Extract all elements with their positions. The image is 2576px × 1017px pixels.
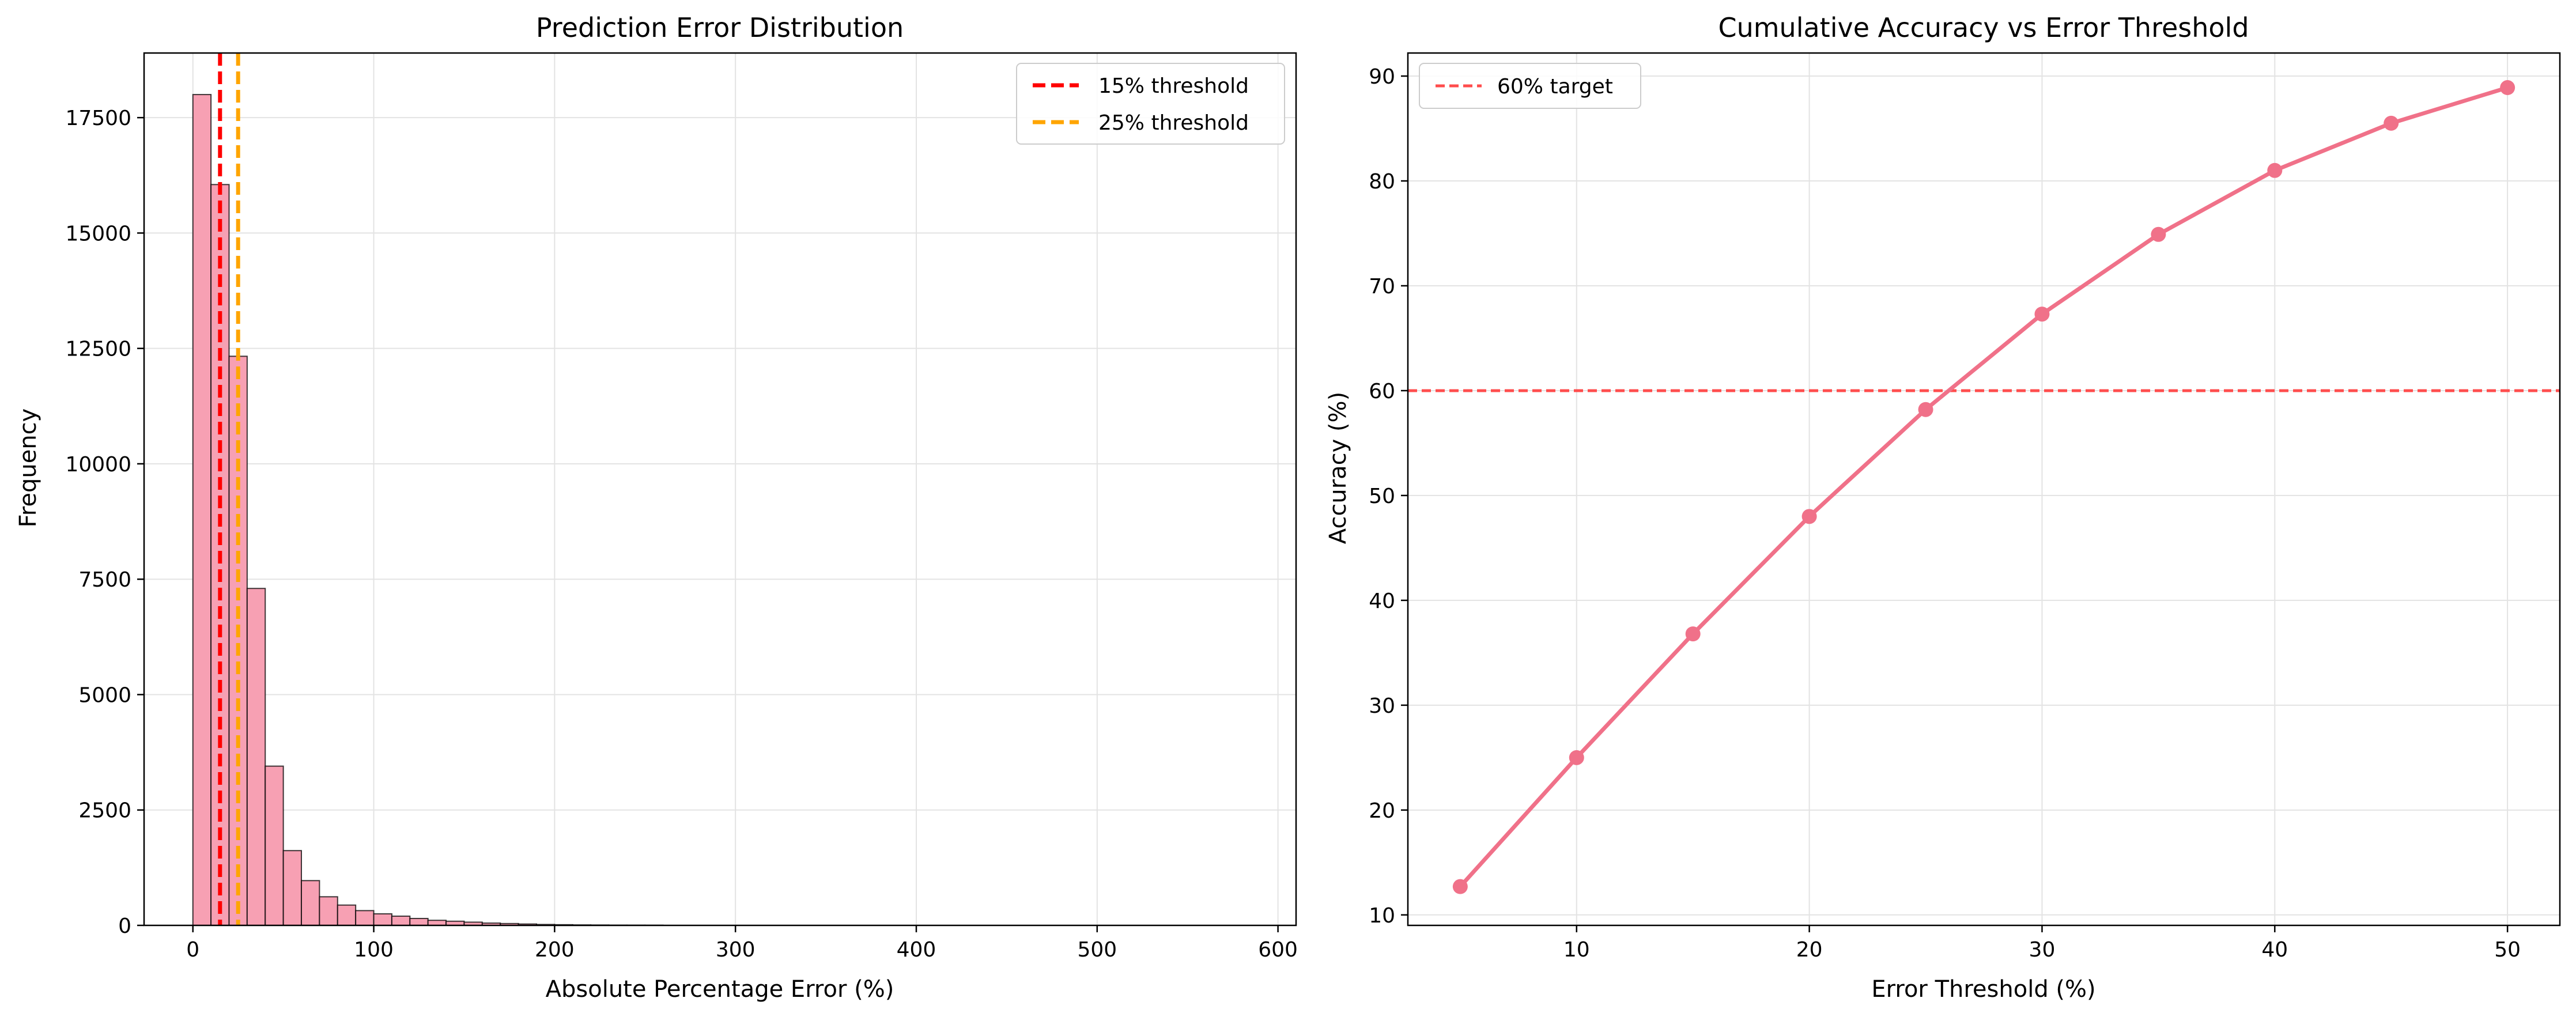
histogram-bar (427, 920, 447, 926)
accuracy-y-tick-label: 40 (1369, 589, 1395, 613)
histogram-title: Prediction Error Distribution (536, 12, 904, 43)
histogram-bar (409, 917, 429, 927)
accuracy-y-tick-label: 80 (1369, 170, 1395, 194)
accuracy-y-tick-label: 60 (1369, 380, 1395, 403)
histogram-x-tick-label: 300 (716, 938, 756, 962)
histogram-bar (373, 913, 392, 926)
histogram-bar (265, 765, 284, 926)
histogram-y-tick-label: 15000 (65, 222, 131, 245)
histogram-bar (301, 880, 320, 927)
histogram-x-tick-label: 500 (1077, 938, 1117, 962)
accuracy-grid (1408, 53, 2560, 925)
accuracy-y-tick-label: 20 (1369, 799, 1395, 823)
histogram-grid (144, 53, 1296, 926)
histogram-panel: Prediction Error Distribution Absolute P… (15, 12, 1298, 1003)
histogram-bar (282, 850, 303, 926)
accuracy-point (1452, 879, 1468, 894)
accuracy-legend: 60% target (1419, 63, 1641, 109)
histogram-y-tick-label: 17500 (65, 107, 131, 130)
histogram-y-tick-label: 12500 (65, 338, 131, 361)
accuracy-series (1452, 80, 2515, 894)
accuracy-x-tick-label: 20 (1796, 938, 1823, 962)
accuracy-line (1459, 85, 2509, 889)
histogram-y-tick-label: 7500 (78, 568, 131, 592)
histogram-x-ticks: 0 100 200 300 400 500 600 (186, 925, 1298, 962)
histogram-x-tick-label: 100 (354, 938, 394, 962)
histogram-y-tick-label: 10000 (65, 453, 131, 477)
legend-label-60-target: 60% target (1497, 75, 1613, 99)
accuracy-legend-box (1419, 63, 1641, 109)
histogram-x-axis-label: Absolute Percentage Error (%) (546, 976, 894, 1003)
accuracy-point (2500, 80, 2515, 96)
accuracy-point (2267, 162, 2283, 178)
histogram-threshold-lines (218, 53, 240, 925)
histogram-y-tick-label: 2500 (78, 799, 131, 823)
legend-label-15-threshold: 15% threshold (1098, 74, 1249, 98)
histogram-bar (192, 94, 212, 927)
accuracy-y-ticks: 10 20 30 40 50 60 70 80 90 (1369, 65, 1408, 928)
accuracy-plot-frame (1407, 52, 2561, 927)
histogram-x-tick-label: 400 (897, 938, 936, 962)
histogram-y-tick-label: 5000 (78, 683, 131, 707)
histogram-x-tick-label: 200 (535, 938, 575, 962)
histogram-y-ticks: 0 2500 5000 7500 10000 12500 15000 17500 (65, 107, 144, 938)
histogram-bars (192, 94, 664, 927)
accuracy-x-tick-label: 10 (1563, 938, 1590, 962)
accuracy-point (1685, 626, 1701, 642)
accuracy-y-tick-label: 30 (1369, 694, 1395, 718)
histogram-legend-box (1016, 63, 1285, 145)
accuracy-x-tick-label: 30 (2029, 938, 2056, 962)
accuracy-point (1918, 402, 1933, 417)
accuracy-y-tick-label: 10 (1369, 904, 1395, 928)
histogram-x-tick-label: 600 (1258, 938, 1298, 962)
accuracy-point (2151, 226, 2166, 242)
histogram-bar (391, 915, 411, 927)
accuracy-y-tick-label: 70 (1369, 275, 1395, 298)
histogram-y-axis-label: Frequency (15, 409, 41, 528)
histogram-plot-frame (143, 52, 1297, 927)
accuracy-y-tick-label: 50 (1369, 485, 1395, 508)
accuracy-y-axis-label: Accuracy (%) (1325, 392, 1351, 545)
accuracy-y-tick-label: 90 (1369, 65, 1395, 89)
accuracy-title: Cumulative Accuracy vs Error Threshold (1718, 12, 2249, 43)
histogram-bar (355, 910, 375, 926)
histogram-bar (319, 896, 338, 926)
accuracy-x-tick-label: 40 (2261, 938, 2288, 962)
accuracy-x-tick-label: 50 (2494, 938, 2521, 962)
accuracy-panel: Cumulative Accuracy vs Error Threshold E… (1325, 12, 2561, 1003)
histogram-bar (246, 588, 266, 926)
histogram-bar (337, 904, 357, 926)
accuracy-point (1569, 750, 1584, 765)
histogram-legend: 15% threshold 25% threshold (1016, 63, 1285, 145)
accuracy-x-axis-label: Error Threshold (%) (1871, 976, 2095, 1003)
accuracy-x-ticks: 10 20 30 40 50 (1563, 925, 2521, 962)
accuracy-point (2034, 307, 2050, 322)
histogram-y-tick-label: 0 (118, 914, 131, 938)
accuracy-point (1801, 509, 1817, 524)
accuracy-point (2384, 115, 2399, 131)
legend-label-25-threshold: 25% threshold (1098, 111, 1249, 135)
histogram-x-tick-label: 0 (186, 938, 199, 962)
